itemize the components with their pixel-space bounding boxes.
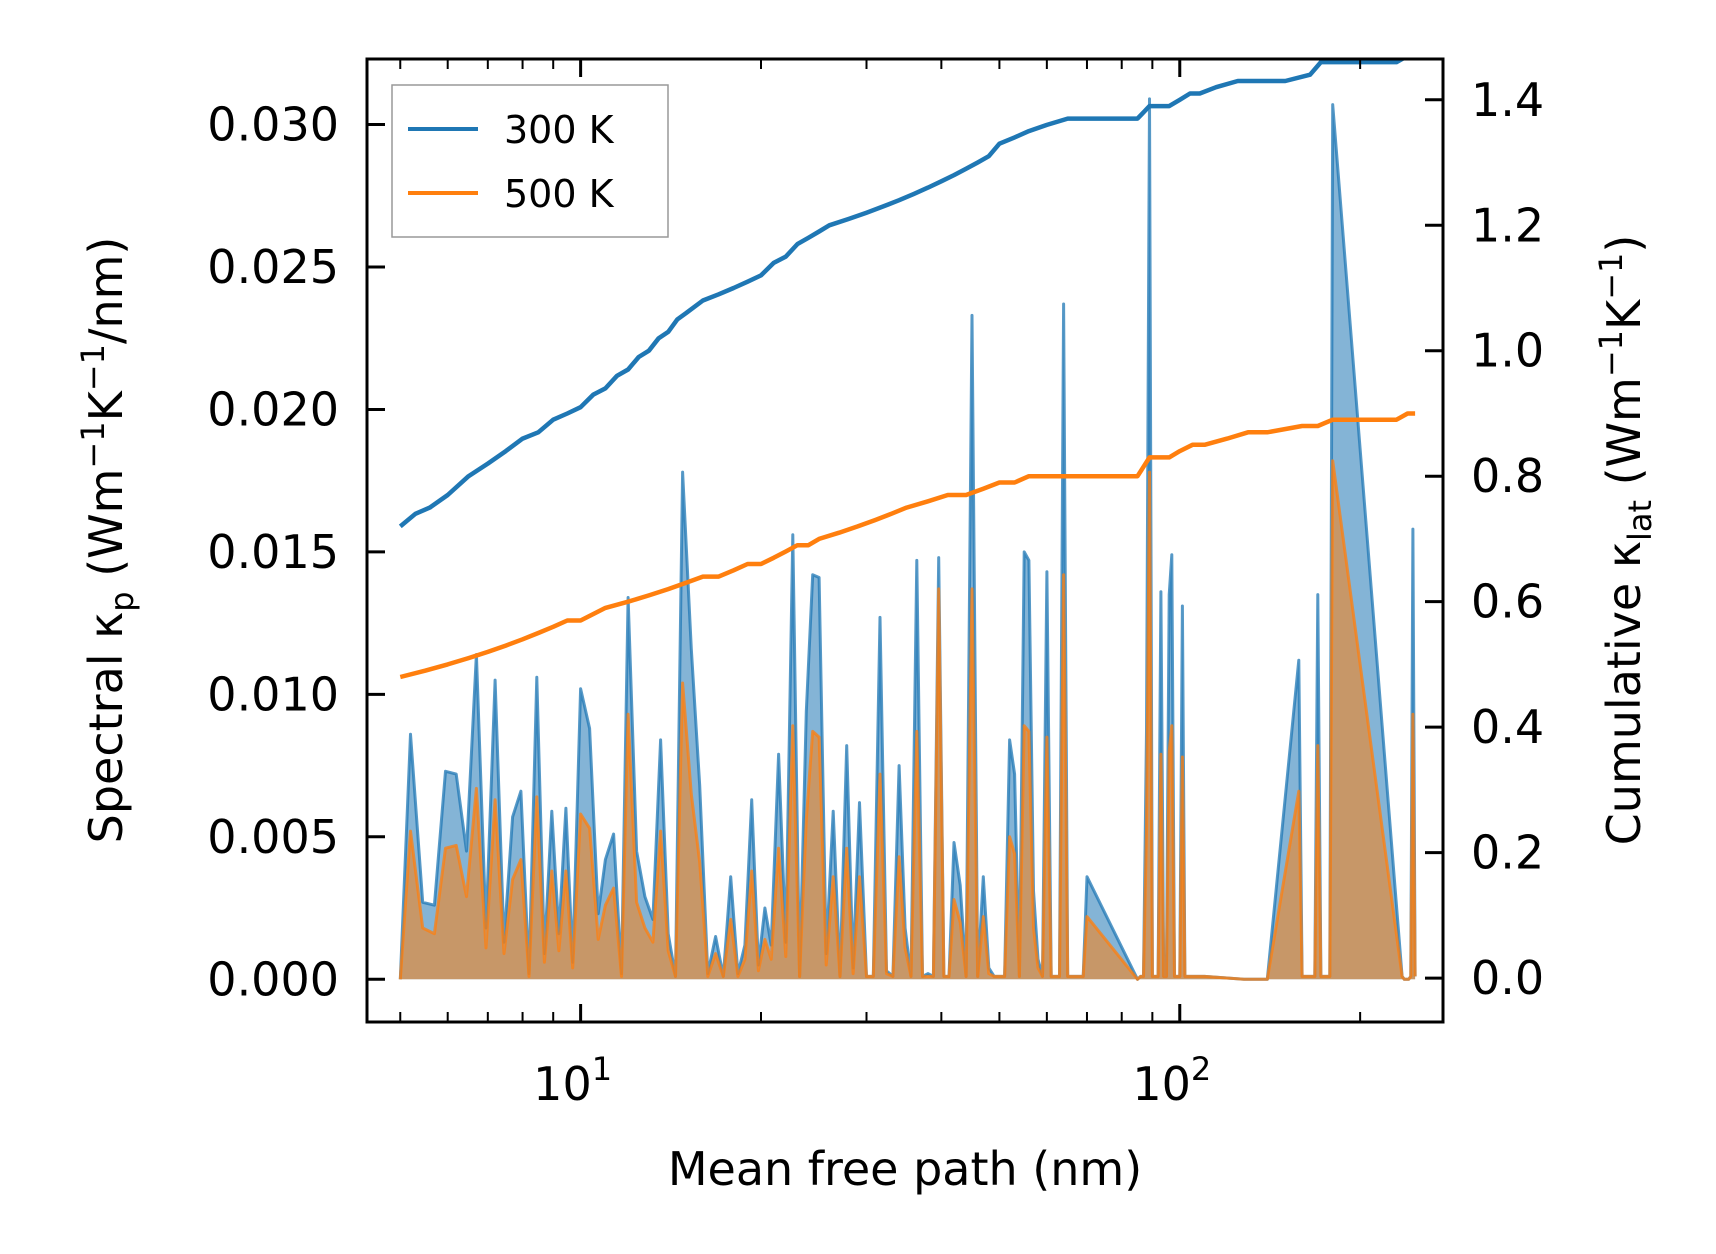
x-axis-label: Mean free path (nm) <box>668 1142 1142 1196</box>
y-right-tick-label: 0.0 <box>1471 951 1544 1005</box>
legend-box <box>391 84 669 238</box>
legend: 300 K 500 K <box>391 84 669 238</box>
y-right-label-sub: lat <box>1621 500 1659 541</box>
y-right-tick-label: 0.6 <box>1471 575 1544 629</box>
y-right-tick-label: 1.4 <box>1471 73 1544 127</box>
y-right-label-mid2: K <box>1597 298 1651 330</box>
y-left-label-sub: p <box>103 591 141 611</box>
plot-frame <box>365 57 1445 1024</box>
y-left-label-sup1: −1 <box>74 421 112 468</box>
ticks-layer: 101 1020.0000.0050.0100.0150.0200.0250.03… <box>207 59 1544 1111</box>
cumulative-line-500k <box>399 411 1416 680</box>
y-left-tick-label: 0.030 <box>207 98 339 152</box>
y-left-label-sup2: −1 <box>74 344 112 391</box>
y-left-tick-label: 0.010 <box>207 667 339 721</box>
x-tick-label: 102 <box>1132 1050 1211 1111</box>
y-left-tick-label: 0.025 <box>207 240 339 294</box>
y-left-label-post: /nm) <box>79 237 133 344</box>
spectral-layer <box>398 97 1417 981</box>
x-tick-label: 101 <box>533 1050 612 1111</box>
y-right-label-post: ) <box>1597 235 1651 253</box>
y-right-label-pre: Cumulative κ <box>1597 541 1651 845</box>
y-axis-left-label: Spectral κp (Wm−1K−1/nm) <box>74 237 141 844</box>
y-left-label-mid: (Wm <box>79 469 133 592</box>
y-right-tick-label: 1.0 <box>1471 324 1544 378</box>
y-axis-right-label: Cumulative κlat (Wm−1K−1) <box>1592 235 1659 846</box>
y-right-label-mid: (Wm <box>1597 377 1651 500</box>
y-right-label-sup2: −1 <box>1592 253 1630 300</box>
spectral-line-500k <box>398 459 1417 981</box>
y-right-label-sup1: −1 <box>1592 330 1630 377</box>
y-right-tick-label: 1.2 <box>1471 198 1544 252</box>
y-right-tick-label: 0.8 <box>1471 449 1544 503</box>
legend-label-500k: 500 K <box>504 172 615 216</box>
y-left-tick-label: 0.000 <box>207 952 339 1006</box>
y-left-tick-label: 0.005 <box>207 810 339 864</box>
y-left-label-mid2: K <box>79 389 133 421</box>
y-left-label-pre: Spectral κ <box>79 612 133 844</box>
cumulative-line-300k <box>398 59 1407 529</box>
y-left-tick-label: 0.015 <box>207 525 339 579</box>
legend-label-300k: 300 K <box>504 108 615 152</box>
y-right-tick-label: 0.4 <box>1471 700 1544 754</box>
y-left-tick-label: 0.020 <box>207 382 339 436</box>
cumulative-layer <box>398 59 1416 680</box>
y-right-tick-label: 0.2 <box>1471 826 1544 880</box>
